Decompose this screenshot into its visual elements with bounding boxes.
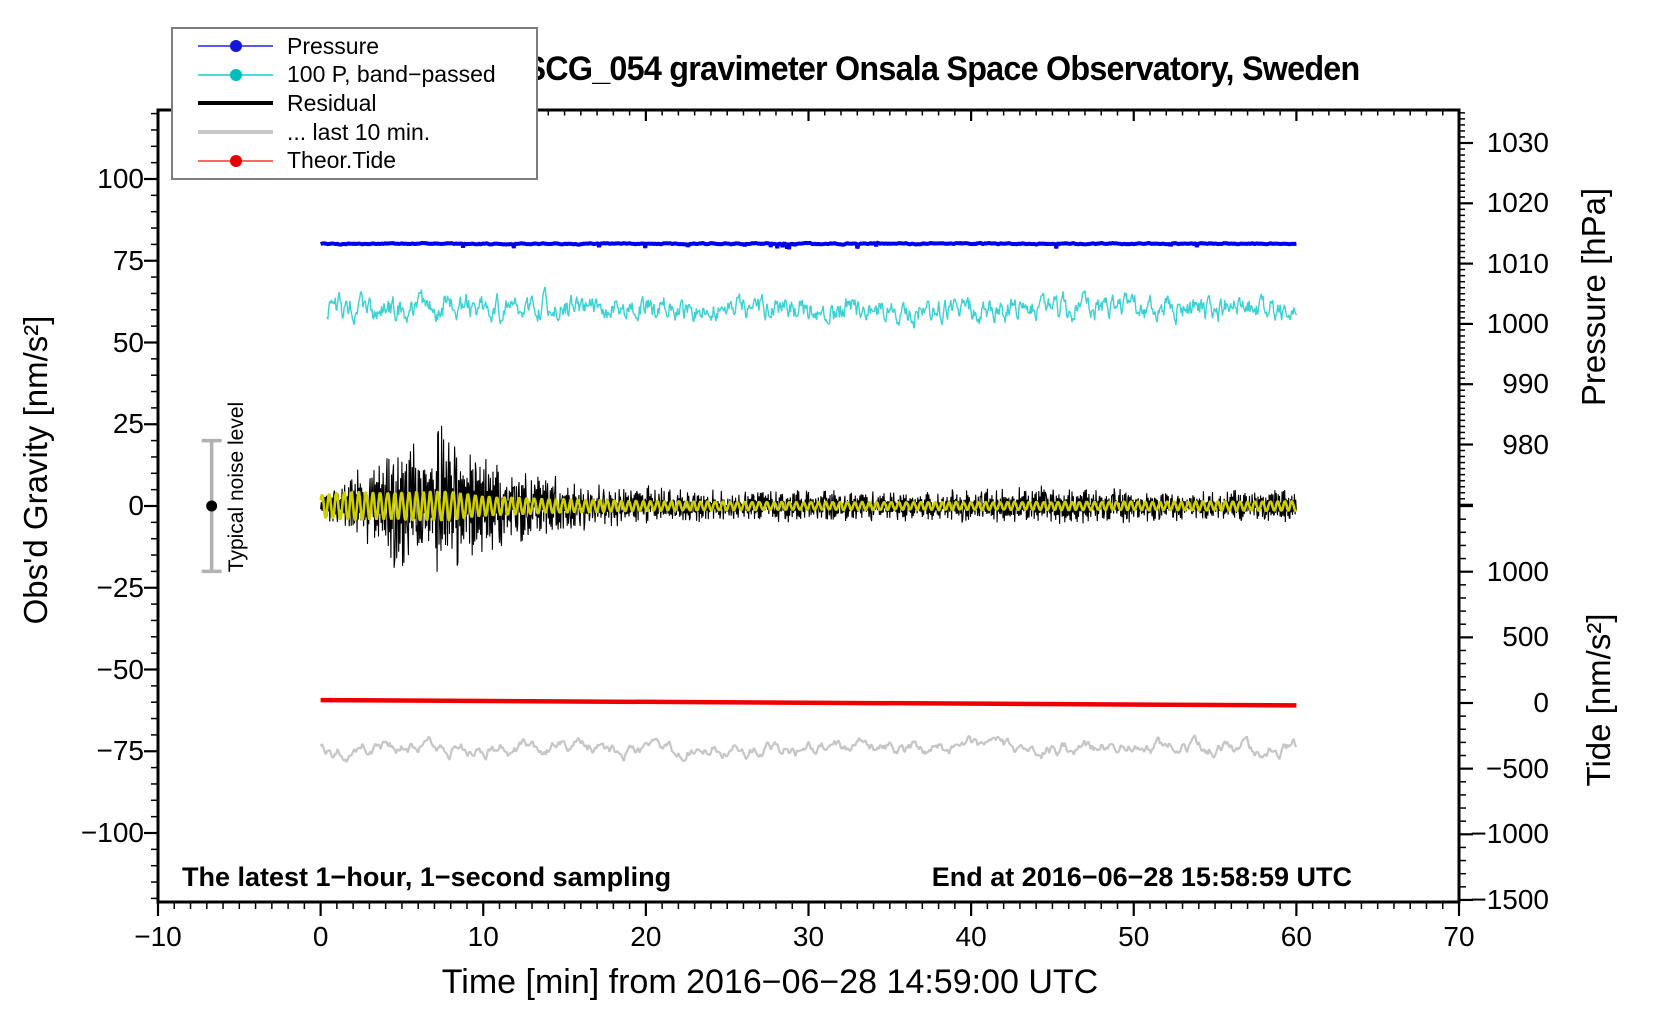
legend-line bbox=[198, 130, 273, 135]
legend-line bbox=[198, 101, 273, 106]
pressure-tick-label: 1020 bbox=[1486, 187, 1549, 219]
series-theor-tide bbox=[320, 697, 1297, 708]
x-axis-label: Time [min] from 2016−06−28 14:59:00 UTC bbox=[441, 963, 1099, 1001]
tide-tick-label: −500 bbox=[1485, 752, 1549, 784]
tide-tick-label: 500 bbox=[1502, 621, 1549, 653]
legend-label: Theor.Tide bbox=[287, 147, 397, 174]
gravity-tick-label: 0 bbox=[128, 490, 144, 521]
series--last-10-min- bbox=[319, 734, 1298, 763]
legend-line-sample bbox=[198, 68, 273, 81]
pressure-tick-label: 980 bbox=[1502, 428, 1549, 460]
legend-row: ... last 10 min. bbox=[173, 118, 536, 146]
gravity-tick-label: −25 bbox=[96, 571, 145, 603]
x-tick-label: 20 bbox=[630, 921, 662, 952]
tide-tick-label: −1500 bbox=[1470, 883, 1549, 915]
gravity-tick-label: 100 bbox=[97, 163, 144, 194]
legend-label: 100 P, band−passed bbox=[287, 61, 496, 88]
legend-label: Residual bbox=[287, 89, 377, 116]
legend-marker-dot bbox=[229, 68, 242, 81]
noise-level-label: Typical noise level bbox=[225, 401, 248, 573]
legend-line-sample bbox=[198, 40, 273, 53]
legend-row: Theor.Tide bbox=[173, 147, 536, 175]
legend-line-sample bbox=[198, 154, 273, 167]
tide-axis-label: Tide [nm/s²] bbox=[1580, 613, 1617, 787]
gravity-tick-label: −75 bbox=[96, 735, 145, 767]
gravity-tick-label: 25 bbox=[112, 408, 144, 440]
x-tick-label: 40 bbox=[955, 921, 987, 952]
gravity-tick-label: 50 bbox=[112, 326, 144, 358]
series-residual bbox=[320, 425, 1297, 572]
x-tick-label: 70 bbox=[1443, 921, 1475, 952]
legend-line-sample bbox=[198, 101, 273, 106]
x-tick-label: 10 bbox=[467, 921, 499, 952]
legend-label: Pressure bbox=[287, 32, 380, 59]
legend-row: Residual bbox=[173, 89, 536, 117]
gravity-axis-label: Obs'd Gravity [nm/s²] bbox=[17, 315, 54, 625]
x-tick-label: 60 bbox=[1280, 921, 1312, 952]
x-tick-label: 30 bbox=[792, 921, 825, 952]
tide-tick-label: 0 bbox=[1533, 687, 1549, 718]
series-pressure bbox=[320, 240, 1297, 250]
x-tick-label: −10 bbox=[134, 921, 182, 952]
pressure-tick-label: 1010 bbox=[1486, 247, 1549, 279]
x-tick-label: 0 bbox=[312, 921, 329, 952]
legend-marker-dot bbox=[229, 40, 242, 53]
pressure-tick-label: 1030 bbox=[1486, 127, 1549, 158]
legend: Pressure 100 P, band−passed Residual... la… bbox=[171, 27, 538, 180]
chart-title: SCG_054 gravimeter Onsala Space Observat… bbox=[524, 50, 1361, 88]
pressure-axis-label: Pressure [hPa] bbox=[1575, 187, 1612, 407]
x-tick-label: 50 bbox=[1118, 921, 1150, 952]
noise-bar-dot bbox=[206, 500, 218, 512]
series-residual-low-passed bbox=[319, 490, 1298, 522]
tide-tick-label: −1000 bbox=[1470, 818, 1549, 850]
end-time-note: End at 2016−06−28 15:58:59 UTC bbox=[931, 862, 1352, 892]
pressure-tick-label: 1000 bbox=[1486, 307, 1549, 339]
gravity-tick-label: −50 bbox=[96, 653, 145, 685]
legend-marker-dot bbox=[229, 154, 242, 167]
series-100-p-band-passed bbox=[326, 286, 1298, 329]
legend-row: Pressure bbox=[173, 32, 536, 60]
gravity-tick-label: −100 bbox=[80, 817, 144, 848]
pressure-tick-label: 990 bbox=[1502, 368, 1549, 400]
legend-line-sample bbox=[198, 130, 273, 135]
tide-tick-label: 1000 bbox=[1486, 555, 1549, 587]
sampling-note: The latest 1−hour, 1−second sampling bbox=[182, 862, 672, 892]
gravity-tick-label: 75 bbox=[112, 244, 144, 276]
legend-label: ... last 10 min. bbox=[287, 118, 431, 145]
legend-row: 100 P, band−passed bbox=[173, 61, 536, 89]
